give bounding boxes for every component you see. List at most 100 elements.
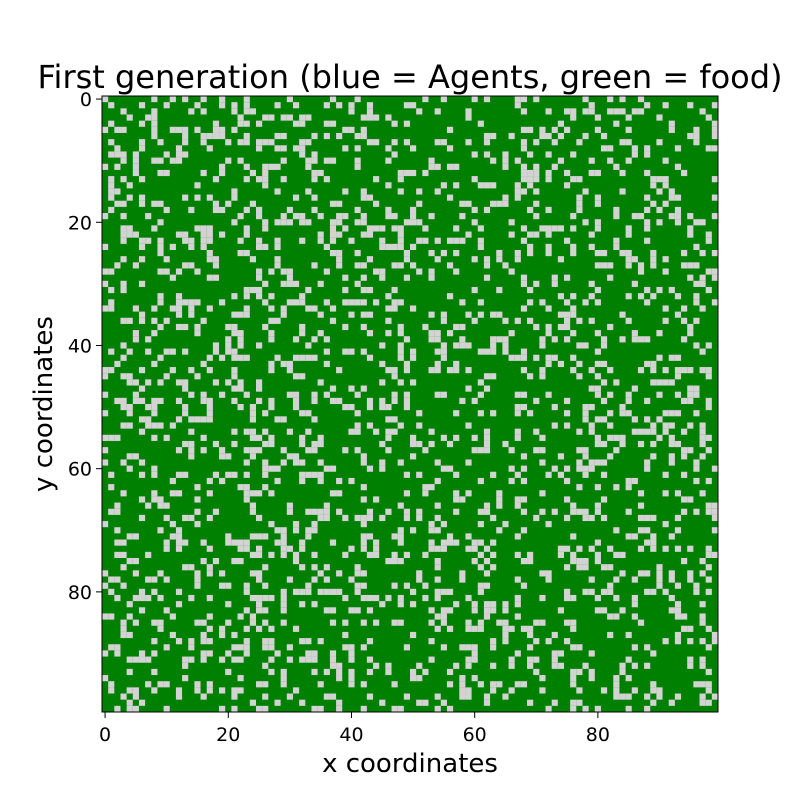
empty-cell [570,681,577,688]
empty-cell [391,286,398,294]
empty-cell [496,527,503,534]
empty-cell [527,250,534,257]
empty-cell [662,410,669,417]
empty-cell [243,163,250,170]
empty-cell [514,533,521,540]
empty-cell [299,120,306,127]
empty-cell [126,225,133,232]
empty-cell [410,169,417,177]
empty-cell [317,169,324,177]
empty-cell [594,250,601,257]
empty-cell [311,194,318,201]
empty-cell [557,256,564,263]
empty-cell [151,619,158,626]
empty-cell [545,151,552,158]
empty-cell [483,570,491,577]
empty-cell [262,471,269,478]
empty-cell [243,471,250,478]
empty-cell [410,675,417,682]
empty-cell [453,367,460,374]
empty-cell [243,132,250,140]
empty-cell [625,656,632,663]
empty-cell [403,397,410,404]
empty-cell [126,465,133,472]
empty-cell [151,638,158,645]
empty-cell [108,576,115,583]
empty-cell [206,256,213,263]
empty-cell [391,705,398,712]
empty-cell [644,225,651,232]
empty-cell [594,459,601,466]
empty-cell [274,102,281,109]
empty-cell [323,360,330,368]
empty-cell [175,311,183,318]
empty-cell [557,453,564,460]
empty-cell [434,693,441,700]
empty-cell [329,465,337,472]
empty-cell [169,243,176,250]
empty-cell [219,453,226,460]
empty-cell [637,96,645,103]
empty-cell [114,644,121,651]
empty-cell [182,262,189,269]
empty-cell [138,194,146,201]
empty-cell [182,231,189,238]
empty-cell [613,484,620,491]
empty-cell [206,404,213,411]
empty-cell [582,453,589,460]
empty-cell [594,299,601,306]
empty-cell [175,545,183,552]
empty-cell [145,404,152,411]
empty-cell [527,126,534,133]
empty-cell [262,139,269,146]
empty-cell [366,656,374,663]
empty-cell [342,145,349,152]
empty-cell [379,514,386,522]
empty-cell [539,490,546,497]
empty-cell [520,404,528,411]
empty-cell [625,256,632,263]
empty-cell [108,681,115,688]
empty-cell [182,132,189,140]
empty-cell [151,434,158,441]
empty-cell [206,594,213,602]
empty-cell [200,650,207,657]
empty-cell [305,114,312,121]
empty-cell [360,311,367,318]
empty-cell [453,268,460,275]
empty-cell [662,422,669,429]
empty-cell [256,551,263,558]
empty-cell [502,336,509,343]
empty-cell [434,336,441,343]
empty-cell [514,502,521,509]
empty-cell [366,225,374,232]
empty-cell [699,280,706,287]
empty-cell [570,151,577,158]
empty-cell [564,619,571,626]
empty-cell [280,280,287,287]
empty-cell [138,385,146,392]
empty-cell [508,687,515,694]
empty-cell [397,243,404,250]
empty-cell [292,373,300,380]
empty-cell [212,200,220,207]
empty-cell [126,404,133,411]
empty-cell [212,126,220,133]
empty-cell [637,213,645,220]
empty-cell [268,434,275,441]
empty-cell [477,243,484,250]
empty-cell [163,169,170,177]
empty-cell [644,360,651,368]
empty-cell [471,545,478,552]
empty-cell [391,151,398,158]
empty-cell [373,114,380,121]
empty-cell [280,588,287,595]
empty-cell [311,440,318,448]
empty-cell [446,293,454,300]
empty-cell [545,391,552,398]
empty-cell [465,342,472,349]
empty-cell [262,644,269,651]
empty-cell [274,237,281,244]
empty-cell [163,705,170,712]
empty-cell [446,145,454,152]
